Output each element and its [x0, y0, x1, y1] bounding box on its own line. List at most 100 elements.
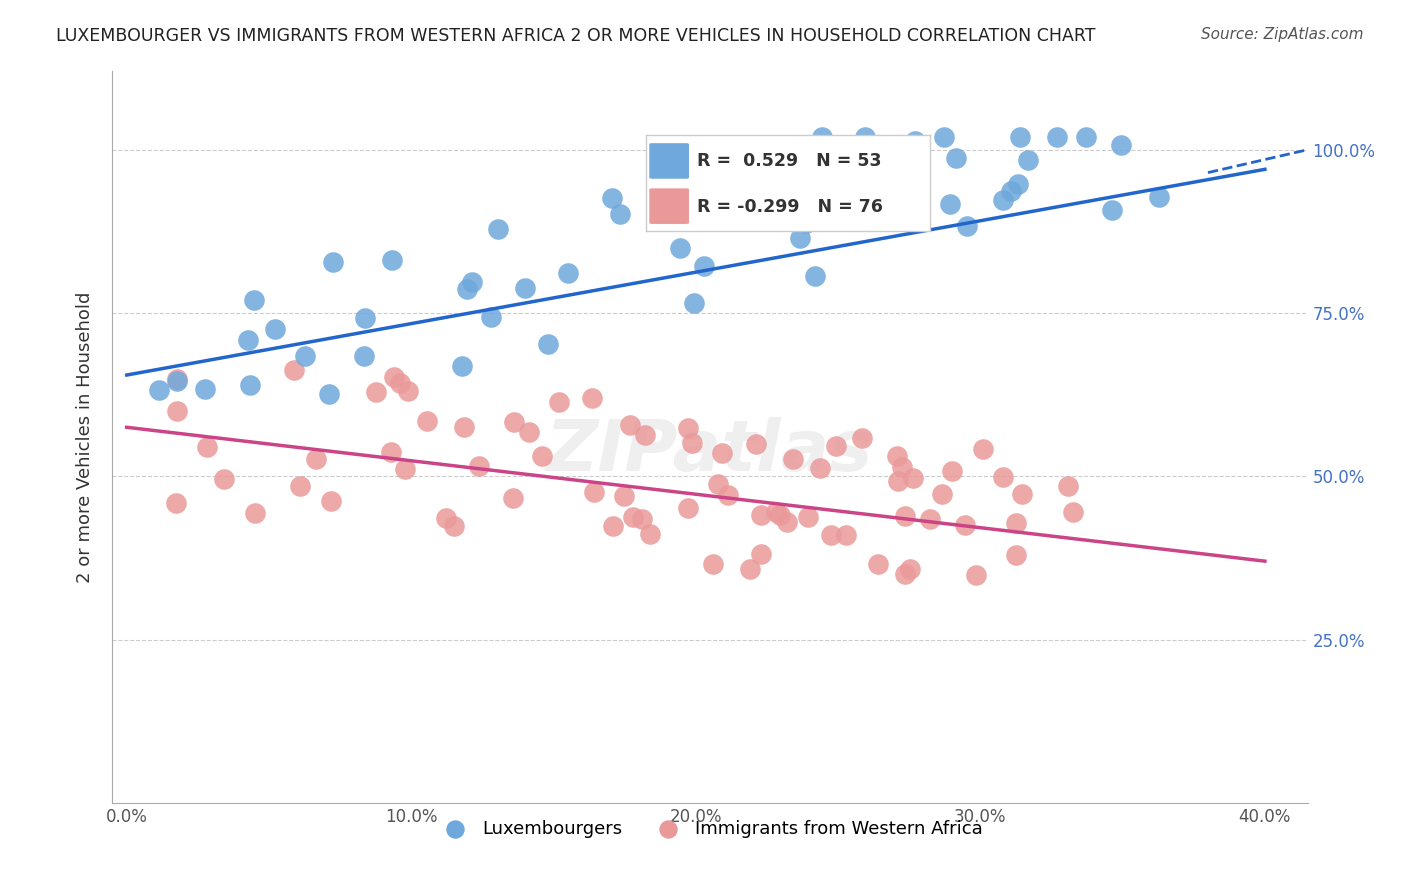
- Point: [803, 269, 825, 284]
- Point: [382, 370, 405, 384]
- Point: [893, 566, 915, 581]
- Point: [453, 420, 475, 434]
- Point: [388, 376, 411, 390]
- Legend: Luxembourgers, Immigrants from Western Africa: Luxembourgers, Immigrants from Western A…: [430, 813, 990, 845]
- Text: LUXEMBOURGER VS IMMIGRANTS FROM WESTERN AFRICA 2 OR MORE VEHICLES IN HOUSEHOLD C: LUXEMBOURGER VS IMMIGRANTS FROM WESTERN …: [56, 27, 1095, 45]
- Point: [953, 517, 976, 532]
- Point: [972, 442, 994, 456]
- Point: [515, 280, 537, 294]
- Point: [1011, 487, 1033, 501]
- Point: [1008, 129, 1031, 144]
- Point: [195, 441, 218, 455]
- Point: [461, 275, 484, 289]
- Point: [886, 449, 908, 463]
- Point: [669, 241, 692, 255]
- Point: [1017, 153, 1039, 168]
- Point: [789, 231, 811, 245]
- Point: [702, 558, 724, 572]
- Point: [738, 561, 761, 575]
- Point: [305, 451, 328, 466]
- Point: [765, 505, 787, 519]
- Point: [613, 490, 636, 504]
- Point: [835, 528, 858, 542]
- Point: [502, 491, 524, 506]
- Point: [920, 512, 942, 526]
- Point: [932, 129, 955, 144]
- Point: [619, 418, 641, 433]
- Point: [479, 310, 502, 325]
- Point: [638, 526, 661, 541]
- Point: [811, 129, 834, 144]
- Point: [825, 439, 848, 453]
- Text: ZIPatlas: ZIPatlas: [547, 417, 873, 486]
- Point: [851, 431, 873, 445]
- Point: [486, 222, 509, 236]
- Point: [148, 383, 170, 397]
- Text: R =  0.529   N = 53: R = 0.529 N = 53: [697, 153, 882, 170]
- Point: [956, 219, 979, 233]
- Point: [896, 207, 918, 221]
- Point: [1057, 479, 1080, 493]
- Point: [621, 510, 644, 524]
- Point: [165, 496, 187, 510]
- Point: [891, 460, 914, 475]
- Point: [502, 415, 524, 429]
- Point: [1074, 129, 1097, 144]
- Point: [294, 349, 316, 363]
- Point: [887, 474, 910, 488]
- Point: [853, 129, 876, 144]
- Point: [288, 479, 311, 493]
- Point: [868, 557, 890, 571]
- Point: [283, 363, 305, 377]
- Point: [965, 567, 987, 582]
- Point: [720, 146, 742, 161]
- Point: [676, 420, 699, 434]
- Point: [634, 427, 657, 442]
- Point: [451, 359, 474, 373]
- Point: [394, 462, 416, 476]
- Point: [941, 464, 963, 478]
- Point: [904, 134, 927, 148]
- Point: [416, 414, 439, 428]
- FancyBboxPatch shape: [650, 188, 689, 224]
- Point: [381, 252, 404, 267]
- Point: [749, 547, 772, 561]
- Point: [1062, 505, 1084, 519]
- Point: [794, 216, 817, 230]
- Point: [631, 512, 654, 526]
- Point: [776, 515, 799, 529]
- Point: [364, 384, 387, 399]
- Point: [828, 193, 851, 207]
- Point: [797, 510, 820, 524]
- Point: [531, 450, 554, 464]
- Point: [166, 372, 188, 386]
- Point: [1000, 184, 1022, 198]
- Point: [537, 337, 560, 351]
- Point: [242, 293, 264, 307]
- Point: [264, 322, 287, 336]
- Point: [238, 333, 260, 347]
- Point: [396, 384, 419, 399]
- Point: [1046, 129, 1069, 144]
- Point: [991, 193, 1014, 207]
- Point: [1007, 177, 1029, 191]
- Text: R = -0.299   N = 76: R = -0.299 N = 76: [697, 198, 883, 216]
- Point: [808, 461, 831, 475]
- Point: [693, 259, 716, 273]
- Point: [681, 435, 703, 450]
- Point: [745, 437, 768, 451]
- Point: [894, 509, 917, 524]
- Point: [820, 528, 842, 542]
- Point: [609, 207, 631, 221]
- Point: [443, 519, 465, 533]
- Point: [380, 445, 402, 459]
- Point: [1005, 548, 1028, 562]
- Point: [166, 404, 188, 418]
- Point: [581, 392, 603, 406]
- Point: [321, 493, 343, 508]
- Point: [1111, 137, 1133, 152]
- Point: [557, 266, 579, 280]
- Point: [776, 192, 799, 206]
- Point: [193, 382, 215, 396]
- Point: [212, 473, 235, 487]
